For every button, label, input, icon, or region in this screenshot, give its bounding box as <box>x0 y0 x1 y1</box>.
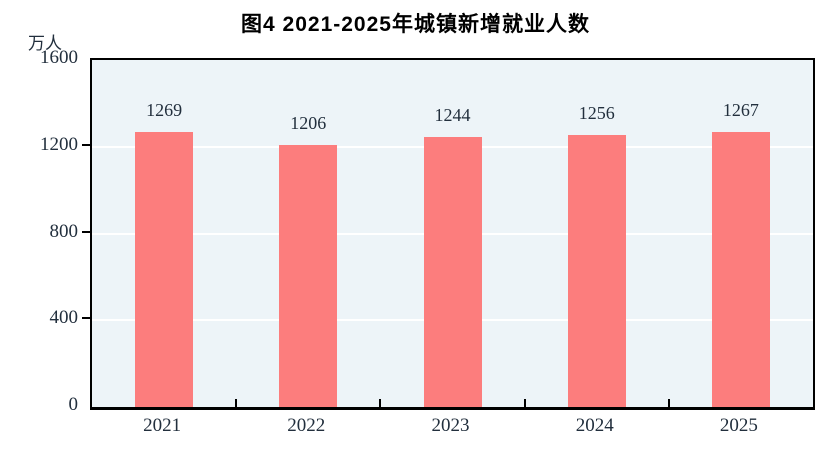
y-axis-label-1600: 1600 <box>40 47 78 68</box>
bar-value-label-2021: 1269 <box>146 99 183 120</box>
x-tick-boundary-4 <box>667 399 670 407</box>
bar-2022 <box>279 145 338 407</box>
y-axis-label-1200: 1200 <box>40 133 78 155</box>
bar-value-label-2024: 1256 <box>578 102 615 123</box>
x-tick-boundary-1 <box>235 399 238 407</box>
y-axis-label-400: 400 <box>49 307 79 329</box>
y-tick-800 <box>82 230 90 233</box>
x-axis-label-2024: 2024 <box>575 415 614 436</box>
bar-2023 <box>423 137 482 407</box>
x-axis-label-2023: 2023 <box>431 415 470 436</box>
bar-value-label-2025: 1267 <box>722 100 759 121</box>
plot-area: 1269 1206 1244 1256 1267 <box>90 58 815 410</box>
bar-2024 <box>567 134 626 407</box>
x-tick-boundary-3 <box>523 399 526 407</box>
y-axis-unit-label: 万人 <box>28 34 62 53</box>
chart-title: 图4 2021-2025年城镇新增就业人数 <box>241 13 590 36</box>
bar-value-label-2022: 1206 <box>290 113 327 134</box>
bar-value-label-2023: 1244 <box>434 105 471 126</box>
x-tick-boundary-2 <box>379 399 382 407</box>
bar-2021 <box>135 131 194 407</box>
y-tick-400 <box>82 317 90 320</box>
y-tick-1200 <box>82 143 90 146</box>
y-axis-label-800: 800 <box>49 220 79 242</box>
x-axis-label-2021: 2021 <box>143 415 182 436</box>
x-axis-label-2022: 2022 <box>287 415 326 436</box>
x-axis-label-2025: 2025 <box>719 415 758 436</box>
bar-2025 <box>711 132 770 407</box>
y-axis-label-0: 0 <box>68 394 79 415</box>
